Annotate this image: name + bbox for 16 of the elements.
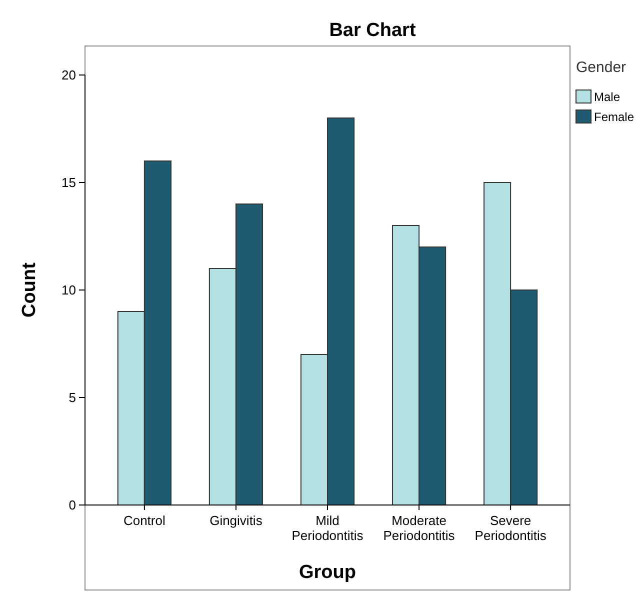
y-axis-title: Count — [19, 262, 40, 318]
y-tick-label: 5 — [68, 390, 76, 406]
x-tick-label: Mild Periodontitis — [292, 513, 364, 543]
x-tick-label: Gingivitis — [210, 513, 263, 528]
y-tick-label: 15 — [62, 175, 76, 190]
y-tick-label: 20 — [62, 68, 76, 83]
x-tick-label: Severe Periodontitis — [474, 513, 547, 543]
x-tick-label: Moderate Periodontitis — [383, 513, 456, 543]
x-axis-title: Group — [299, 562, 356, 583]
legend-label: Male — [594, 90, 620, 104]
chart-title: Bar Chart — [329, 20, 416, 41]
y-tick-label: 10 — [62, 282, 76, 298]
y-tick-label: 0 — [68, 498, 76, 513]
x-tick-label: Control — [123, 513, 166, 528]
legend-title: Gender — [576, 59, 626, 76]
legend-label: Female — [594, 110, 634, 124]
